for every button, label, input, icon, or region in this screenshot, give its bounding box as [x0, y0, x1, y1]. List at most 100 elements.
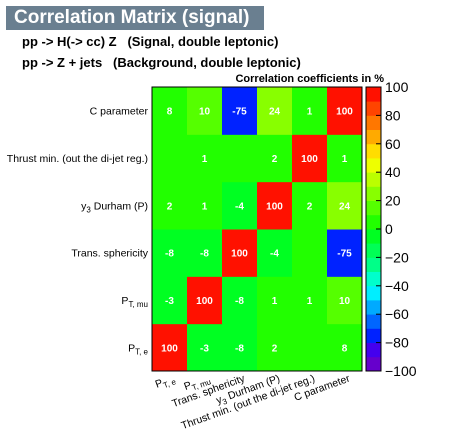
color-scale-segment — [366, 101, 381, 116]
subtitle-background: pp -> Z + jets (Background, double lepto… — [22, 55, 301, 70]
y-tick-label: C parameter — [90, 106, 149, 118]
y-axis-labels: PT, e PT, mu Trans. sphericity y3 Durham (P… — [7, 106, 149, 357]
cell-value-label: 1 — [307, 296, 313, 307]
heatmap-cell — [292, 276, 328, 325]
heatmap-cell — [257, 276, 293, 325]
color-scale — [365, 86, 382, 372]
heatmap-cell — [292, 323, 328, 372]
color-scale-segment — [366, 229, 381, 244]
heatmap-cell — [257, 87, 293, 135]
heatmap-cell — [292, 229, 328, 277]
cell-value-label: 1 — [272, 296, 278, 307]
heatmap-cell — [327, 229, 363, 277]
color-scale-tick-label: −80 — [385, 335, 409, 351]
cell-value-label: -3 — [165, 296, 174, 307]
cell-value-label: 2 — [272, 154, 278, 165]
y-tick-label: y3 Durham (P) — [81, 200, 148, 214]
y-tick-label: PT, mu — [121, 295, 148, 309]
color-scale-segment — [366, 243, 381, 258]
cell-value-label: 8 — [342, 343, 348, 354]
color-scale-segment — [366, 143, 381, 159]
color-scale-tick-label: 40 — [385, 164, 401, 180]
cell-value-label: 100 — [301, 154, 318, 165]
heatmap-cell — [222, 134, 258, 183]
heatmap-cell — [222, 276, 258, 325]
color-scale-segment — [366, 200, 381, 216]
heatmap-cell — [257, 229, 293, 277]
color-scale-tick-label: 100 — [385, 79, 409, 95]
cell-value-label: 1 — [307, 107, 313, 118]
color-scale-segment — [366, 186, 381, 201]
y-tick-label: PT, e — [128, 342, 148, 356]
heatmap-cell — [327, 87, 363, 135]
cell-value-label: 2 — [307, 201, 313, 212]
heatmap-cell — [152, 323, 188, 372]
color-scale-segment — [366, 328, 381, 343]
cell-value-label: 2 — [167, 201, 173, 212]
cell-value-label: 100 — [231, 249, 248, 260]
heatmap-cell — [187, 276, 223, 325]
color-scale-ticks: 100 80 60 40 20 0 −20 −40 −60 −80 −100 — [376, 79, 417, 379]
heatmap-cell — [152, 276, 188, 325]
cell-value-label: 1 — [202, 154, 208, 165]
heatmap-cell-labels: 100 -3 -8 2 8 -3 100 -8 1 1 10 -8 -8 100 -4 -75 2 1 -4 100 2… — [161, 107, 353, 355]
color-scale-segment — [366, 158, 381, 173]
color-scale-tick-label: −20 — [385, 249, 409, 265]
heatmap-cell — [187, 323, 223, 372]
cell-value-label: 10 — [339, 296, 351, 307]
heatmap-cell — [187, 229, 223, 277]
cell-value-label: 10 — [199, 107, 211, 118]
color-scale-segment — [366, 300, 381, 315]
heatmap-cell — [257, 134, 293, 183]
heatmap-cell — [327, 276, 363, 325]
color-scale-tick-label: 80 — [385, 107, 401, 123]
color-scale-segment — [366, 285, 381, 301]
color-scale-segment — [366, 129, 381, 145]
chart-title-bar: Correlation Matrix (signal) — [6, 6, 264, 30]
chart-subtitle-coefficients: Correlation coefficients in % — [235, 73, 384, 85]
color-scale-tick-label: −60 — [385, 306, 409, 322]
color-scale-segment — [366, 271, 381, 287]
cell-value-label: -8 — [200, 249, 209, 260]
color-scale-segment — [366, 314, 381, 329]
plot-frame — [151, 86, 363, 372]
heatmap-cell — [292, 87, 328, 135]
cell-value-label: -75 — [232, 107, 247, 118]
cell-value-label: 100 — [196, 296, 213, 307]
cell-value-label: -4 — [235, 201, 244, 212]
cell-value-label: 100 — [266, 201, 283, 212]
color-scale-segment — [366, 87, 381, 102]
cell-value-label: 1 — [202, 201, 208, 212]
heatmap-cell — [222, 87, 258, 135]
cell-value-label: 100 — [336, 107, 353, 118]
color-scale-tick-label: −100 — [385, 363, 417, 379]
heatmap-cell — [327, 181, 363, 230]
cell-value-label: 100 — [161, 343, 178, 354]
color-scale-tick-label: −40 — [385, 278, 409, 294]
cell-value-label: 8 — [167, 107, 173, 118]
y-tick-label: Trans. sphericity — [71, 248, 148, 260]
heatmap-cell — [292, 181, 328, 230]
cell-value-label: -3 — [200, 343, 209, 354]
heatmap-cell — [152, 181, 188, 230]
cell-value-label: -75 — [337, 249, 352, 260]
heatmap-cell — [222, 323, 258, 372]
subtitle-signal: pp -> H(-> cc) Z (Signal, double leptoni… — [22, 34, 279, 49]
heatmap-cell — [327, 134, 363, 183]
color-scale-segment — [366, 257, 381, 272]
heatmap-cell — [187, 134, 223, 183]
heatmap-cells — [152, 87, 363, 372]
y-tick-label: Thrust min. (out the di-jet reg.) — [7, 153, 148, 165]
color-scale-segment — [366, 342, 381, 358]
heatmap-cell — [257, 181, 293, 230]
color-scale-segment — [366, 172, 381, 187]
heatmap-cell — [152, 134, 188, 183]
cell-value-label: 24 — [269, 107, 281, 118]
cell-value-label: -8 — [165, 249, 174, 260]
cell-value-label: -8 — [235, 296, 244, 307]
heatmap-cell — [292, 134, 328, 183]
color-scale-segment — [366, 115, 381, 130]
color-scale-segment — [366, 214, 381, 230]
